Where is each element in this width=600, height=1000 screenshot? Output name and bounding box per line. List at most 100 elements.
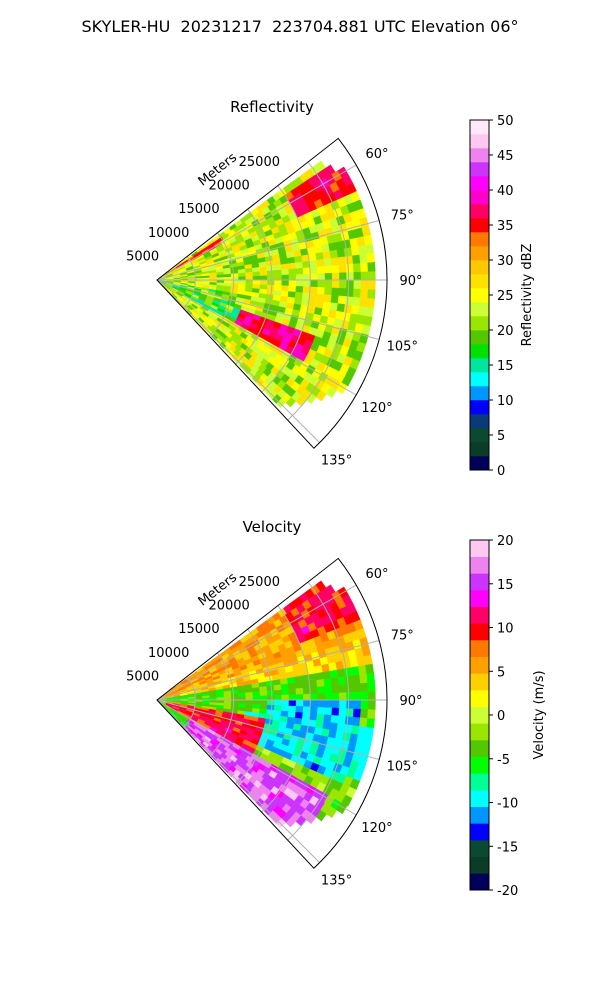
radar-gate-cell xyxy=(345,263,354,273)
colorbar-tick-label: 20 xyxy=(497,534,514,549)
range-ring xyxy=(208,232,235,337)
radar-gate-cell xyxy=(267,700,275,706)
radar-gate-cell xyxy=(322,721,332,731)
radar-gate-cell xyxy=(352,683,362,693)
range-ring xyxy=(235,208,273,365)
radar-gate-cell xyxy=(322,250,332,260)
range-tick-label: 5000 xyxy=(126,249,159,264)
radar-gate-cell xyxy=(365,663,375,675)
colorbar-tick-label: 45 xyxy=(497,149,514,164)
radar-gate-cell xyxy=(353,691,362,701)
azimuth-gridline xyxy=(156,164,357,281)
azimuth-tick-label: 60° xyxy=(365,567,388,582)
radar-gate-cell xyxy=(344,675,354,685)
colorbar-swatch xyxy=(470,456,489,471)
radar-gate-cell xyxy=(330,257,340,267)
radar-gate-cell xyxy=(338,684,347,694)
azimuth-tick-label: 75° xyxy=(391,208,414,223)
radar-gate-cell xyxy=(316,679,325,688)
radar-gate-cell xyxy=(325,806,338,819)
radar-gate-cell xyxy=(350,246,360,257)
radar-gate-cell xyxy=(308,253,317,262)
radar-gate-cell xyxy=(339,692,347,701)
colorbar-swatch xyxy=(470,556,489,574)
radar-gate-cell xyxy=(324,272,333,281)
azimuth-gridline xyxy=(156,279,320,443)
colorbar-swatch xyxy=(470,358,489,373)
radar-gate-cell xyxy=(274,280,283,286)
radar-gate-cell xyxy=(266,685,275,692)
radar-gate-cell xyxy=(360,288,369,299)
radar-gate-cell xyxy=(323,714,332,723)
radar-gate-cell xyxy=(317,266,326,274)
radar-gate-cell xyxy=(295,700,304,707)
range-tick-label: 25000 xyxy=(239,575,280,590)
radar-gate-cell xyxy=(238,280,247,285)
radar-gate-cell xyxy=(343,247,353,257)
radar-gate-cell xyxy=(317,280,326,288)
radar-gate-cell xyxy=(315,252,325,261)
radar-gate-cell xyxy=(322,301,332,311)
colorbar-tick-label: 20 xyxy=(497,324,514,339)
radar-gate-cell xyxy=(281,700,290,707)
colorbar-swatch xyxy=(470,856,489,874)
radar-gate-cell xyxy=(281,705,290,712)
radar-gate-cell xyxy=(238,700,247,705)
radar-gate-cell xyxy=(252,271,261,277)
azimuth-tick-label: 105° xyxy=(387,340,418,355)
radar-gate-cell xyxy=(272,259,282,266)
radar-gate-cell xyxy=(353,700,362,710)
colorbar-tick-label: 35 xyxy=(497,219,514,234)
radar-gate-cell xyxy=(309,713,318,721)
radar-gate-cell xyxy=(367,271,376,281)
colorbar-tick-label: 15 xyxy=(497,578,514,593)
radar-gate-cell xyxy=(245,280,254,285)
radar-gate-cell xyxy=(273,684,282,691)
radar-gate-cell xyxy=(272,679,282,686)
radar-gate-cell xyxy=(259,270,268,277)
radar-gate-cell xyxy=(259,284,268,290)
colorbar-swatch xyxy=(470,218,489,233)
radar-gate-cell xyxy=(363,735,373,747)
radar-gate-cell xyxy=(359,253,368,264)
radar-gate-cell xyxy=(259,266,268,272)
radar-gate-cell xyxy=(366,252,376,264)
colorbar-swatch xyxy=(470,260,489,275)
radar-data-cells xyxy=(158,160,376,409)
radar-gate-cell xyxy=(273,264,282,271)
radar-gate-cell xyxy=(287,262,297,270)
azimuth-gridline xyxy=(156,279,380,340)
radar-gate-cell xyxy=(346,272,355,281)
radar-gate-cell xyxy=(363,234,373,246)
radar-gate-cell xyxy=(288,688,297,696)
radar-gate-cell xyxy=(280,263,289,271)
radar-gate-cell xyxy=(330,677,340,687)
figure-title: SKYLER-HU 20231217 223704.881 UTC Elevat… xyxy=(82,17,519,36)
azimuth-tick-label: 120° xyxy=(361,401,392,416)
radar-gate-cell xyxy=(325,386,338,399)
radar-gate-cell xyxy=(276,818,286,829)
radar-gate-cell xyxy=(367,709,376,720)
radar-gate-cell xyxy=(336,248,346,258)
radar-gate-cell xyxy=(274,700,283,706)
azimuth-tick-label: 60° xyxy=(365,147,388,162)
radar-gate-cell xyxy=(288,705,297,713)
colorbar-tick-label: 30 xyxy=(497,254,514,269)
radar-gate-cell xyxy=(359,673,368,684)
velocity-colorbar-label: Velocity (m/s) xyxy=(532,670,547,759)
radar-gate-cell xyxy=(352,263,362,273)
radar-gate-cell xyxy=(345,708,354,718)
sector-outline xyxy=(156,137,388,449)
radar-gate-cell xyxy=(223,273,232,278)
range-ring xyxy=(287,581,350,841)
radar-gate-cell xyxy=(310,693,319,701)
radar-gate-cell xyxy=(266,704,275,711)
colorbar-swatch xyxy=(470,400,489,415)
radar-gate-cell xyxy=(302,267,311,275)
radar-gate-cell xyxy=(324,685,333,694)
radar-gate-cell xyxy=(366,298,375,309)
radar-gate-cell xyxy=(231,279,239,284)
range-tick-label: 15000 xyxy=(178,622,219,637)
azimuth-tick-label: 75° xyxy=(391,628,414,643)
radar-gate-cell xyxy=(331,684,340,694)
